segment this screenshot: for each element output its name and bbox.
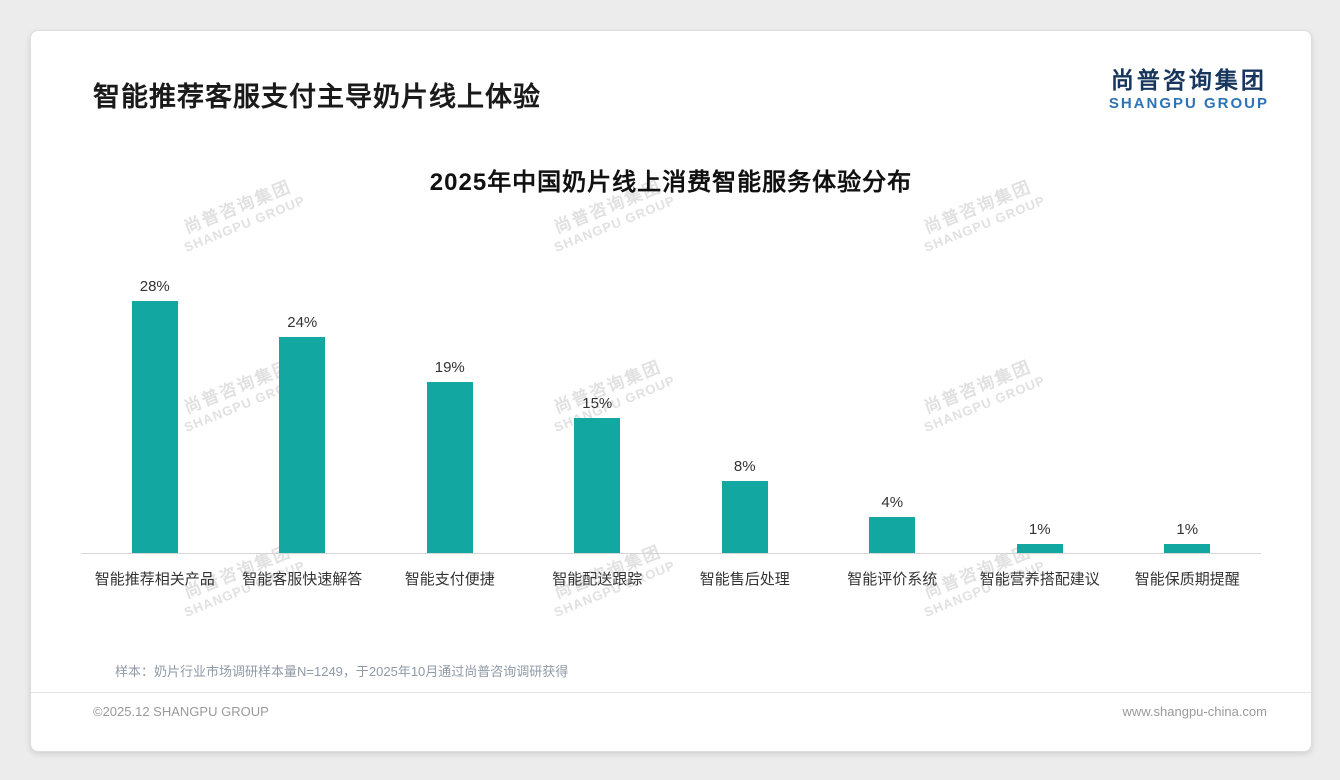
chart-title: 2025年中国奶片线上消费智能服务体验分布 xyxy=(429,169,913,196)
footer-website: www.shangpu-china.com xyxy=(1122,704,1267,719)
logo-en-text: SHANGPU GROUP xyxy=(1108,95,1269,113)
category-label: 智能评价系统 xyxy=(847,571,938,588)
logo-cn-text: 尚普咨询集团 xyxy=(1110,67,1267,93)
bar xyxy=(869,517,916,553)
bar-value-label: 19% xyxy=(434,359,465,376)
bar xyxy=(131,301,178,553)
category-label: 智能支付便捷 xyxy=(404,571,495,588)
bar xyxy=(574,418,621,553)
slide-card: 尚普咨询集团 SHANGPU GROUP 尚普咨询集团 SHANGPU GROUP 尚普… xyxy=(30,30,1312,752)
sample-footnote: 样本：奶片行业市场调研样本量N=1249，于2025年10月通过尚普咨询调研获得 xyxy=(115,664,569,679)
bar xyxy=(279,337,326,553)
bar-value-label: 1% xyxy=(1028,521,1051,538)
bar-value-label: 15% xyxy=(582,395,613,412)
bar-column: 1% xyxy=(1114,521,1262,553)
bar xyxy=(721,481,768,553)
bar-column: 1% xyxy=(966,521,1114,553)
bar-column: 8% xyxy=(671,458,819,553)
footer-copyright: ©2025.12 SHANGPU GROUP xyxy=(93,704,269,719)
header: 智能推荐客服支付主导奶片线上体验 尚普咨询集团 SHANGPU GROUP xyxy=(31,31,1311,114)
category-label: 智能配送跟踪 xyxy=(552,571,643,588)
bar-chart-plot: 28% 24% 19% 15% 8% 4% 1% 1% xyxy=(81,271,1261,554)
bar-column: 19% xyxy=(376,359,524,553)
category-label: 智能保质期提醒 xyxy=(1134,571,1240,588)
footer: ©2025.12 SHANGPU GROUP www.shangpu-china… xyxy=(31,692,1311,719)
bar-column: 28% xyxy=(81,278,229,553)
bar-value-label: 28% xyxy=(139,278,170,295)
category-label: 智能客服快速解答 xyxy=(242,571,363,588)
bar-column: 24% xyxy=(229,314,377,553)
category-label: 智能推荐相关产品 xyxy=(94,571,215,588)
bar-value-label: 24% xyxy=(287,314,318,331)
bar-value-label: 1% xyxy=(1176,521,1199,538)
company-logo: 尚普咨询集团 SHANGPU GROUP xyxy=(1109,67,1269,113)
bar-value-label: 4% xyxy=(881,494,904,511)
bar-value-label: 8% xyxy=(733,458,756,475)
bar xyxy=(426,382,473,553)
bar xyxy=(1164,544,1211,553)
bar xyxy=(1016,544,1063,553)
bar-chart-category-labels: 智能推荐相关产品 智能客服快速解答 智能支付便捷 智能配送跟踪 智能售后处理 智能评价系统… xyxy=(81,554,1261,589)
bar-column: 15% xyxy=(524,395,672,553)
page-title: 智能推荐客服支付主导奶片线上体验 xyxy=(93,82,541,112)
category-label: 智能售后处理 xyxy=(699,571,790,588)
category-label: 智能营养搭配建议 xyxy=(979,571,1100,588)
bar-column: 4% xyxy=(819,494,967,553)
